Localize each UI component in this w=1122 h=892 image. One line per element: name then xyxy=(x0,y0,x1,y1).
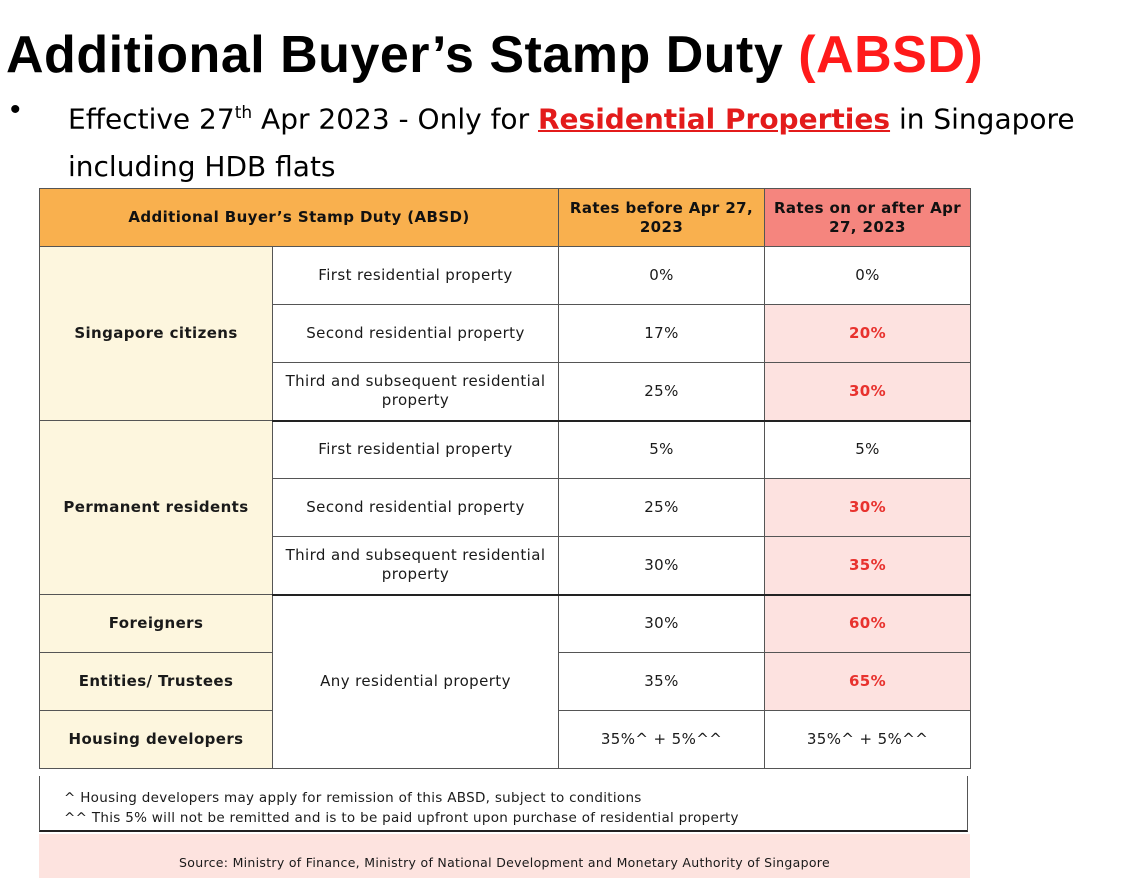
property-type-any-cell: Any residential property xyxy=(272,594,559,769)
title-main: Additional Buyer’s Stamp Duty xyxy=(6,26,784,84)
source-footer: Source: Ministry of Finance, Ministry of… xyxy=(39,834,970,878)
rate-before-cell: 25% xyxy=(558,362,765,422)
rate-after-cell: 35% xyxy=(764,536,971,596)
bullet-prefix: Effective 27 xyxy=(68,102,235,136)
bullet-ordinal: th xyxy=(234,103,253,123)
footnote-upfront: ^^ This 5% will not be remitted and is t… xyxy=(64,810,739,826)
property-type-cell: First residential property xyxy=(272,420,559,479)
property-type-cell: Third and subsequent residential propert… xyxy=(272,362,559,422)
bullet-middle: Apr 2023 - Only for xyxy=(252,102,538,136)
rate-before-cell: 30% xyxy=(558,594,765,653)
footnote-remission: ^ Housing developers may apply for remis… xyxy=(64,790,642,806)
group-foreigners: Foreigners xyxy=(39,594,273,653)
table-row: Singapore citizens First residential pro… xyxy=(39,246,971,421)
property-type-cell: Third and subsequent residential propert… xyxy=(272,536,559,596)
slide-title: Additional Buyer’s Stamp Duty (ABSD) xyxy=(6,18,983,92)
rate-before-cell: 5% xyxy=(558,420,765,479)
rate-after-cell: 60% xyxy=(764,594,971,653)
rate-after-cell: 35%^ + 5%^^ xyxy=(764,710,971,769)
table-row: Foreigners Any residential property 30% … xyxy=(39,594,971,769)
rate-after-cell: 0% xyxy=(764,246,971,305)
rate-before-cell: 30% xyxy=(558,536,765,596)
table-row: Permanent residents First residential pr… xyxy=(39,420,971,595)
property-type-cell: Second residential property xyxy=(272,478,559,537)
rate-after-cell: 30% xyxy=(764,478,971,537)
header-category: Additional Buyer’s Stamp Duty (ABSD) xyxy=(39,188,559,247)
title-accent: (ABSD) xyxy=(798,26,984,84)
bullet-marker: • xyxy=(10,93,21,126)
rate-before-cell: 25% xyxy=(558,478,765,537)
bullet-text: Effective 27th Apr 2023 - Only for Resid… xyxy=(68,89,1118,191)
rate-before-cell: 35% xyxy=(558,652,765,711)
table-row: Second residential property 17% 20% xyxy=(40,304,971,363)
header-rates-before: Rates before Apr 27, 2023 xyxy=(558,188,765,247)
rate-before-cell: 35%^ + 5%^^ xyxy=(558,710,765,769)
residential-properties-emphasis: Residential Properties xyxy=(537,102,891,136)
property-type-cell: Second residential property xyxy=(272,304,559,363)
property-type-cell: First residential property xyxy=(272,246,559,305)
bullet-suffix: in Singapore including HDB flats xyxy=(68,102,1075,184)
table-header-row: Additional Buyer’s Stamp Duty (ABSD) Rat… xyxy=(39,188,971,247)
table-footnotes: ^ Housing developers may apply for remis… xyxy=(39,776,968,832)
rate-after-cell: 30% xyxy=(764,362,971,422)
absd-rates-table: Additional Buyer’s Stamp Duty (ABSD) Rat… xyxy=(39,188,971,769)
group-singapore-citizens: Singapore citizens xyxy=(39,246,273,421)
table-row: Entities/ Trustees 35% 65% xyxy=(39,652,971,711)
table-row: Third and subsequent residential propert… xyxy=(40,362,971,422)
table-row: Third and subsequent residential propert… xyxy=(40,536,971,596)
rate-before-cell: 17% xyxy=(558,304,765,363)
rate-after-cell: 65% xyxy=(764,652,971,711)
group-housing-developers: Housing developers xyxy=(39,710,273,769)
rate-after-cell: 5% xyxy=(764,420,971,479)
rate-after-cell: 20% xyxy=(764,304,971,363)
table-row: Housing developers 35%^ + 5%^^ 35%^ + 5%… xyxy=(39,710,971,769)
header-rates-after: Rates on or after Apr 27, 2023 xyxy=(764,188,971,247)
rate-before-cell: 0% xyxy=(558,246,765,305)
group-entities-trustees: Entities/ Trustees xyxy=(39,652,273,711)
group-permanent-residents: Permanent residents xyxy=(39,420,273,595)
